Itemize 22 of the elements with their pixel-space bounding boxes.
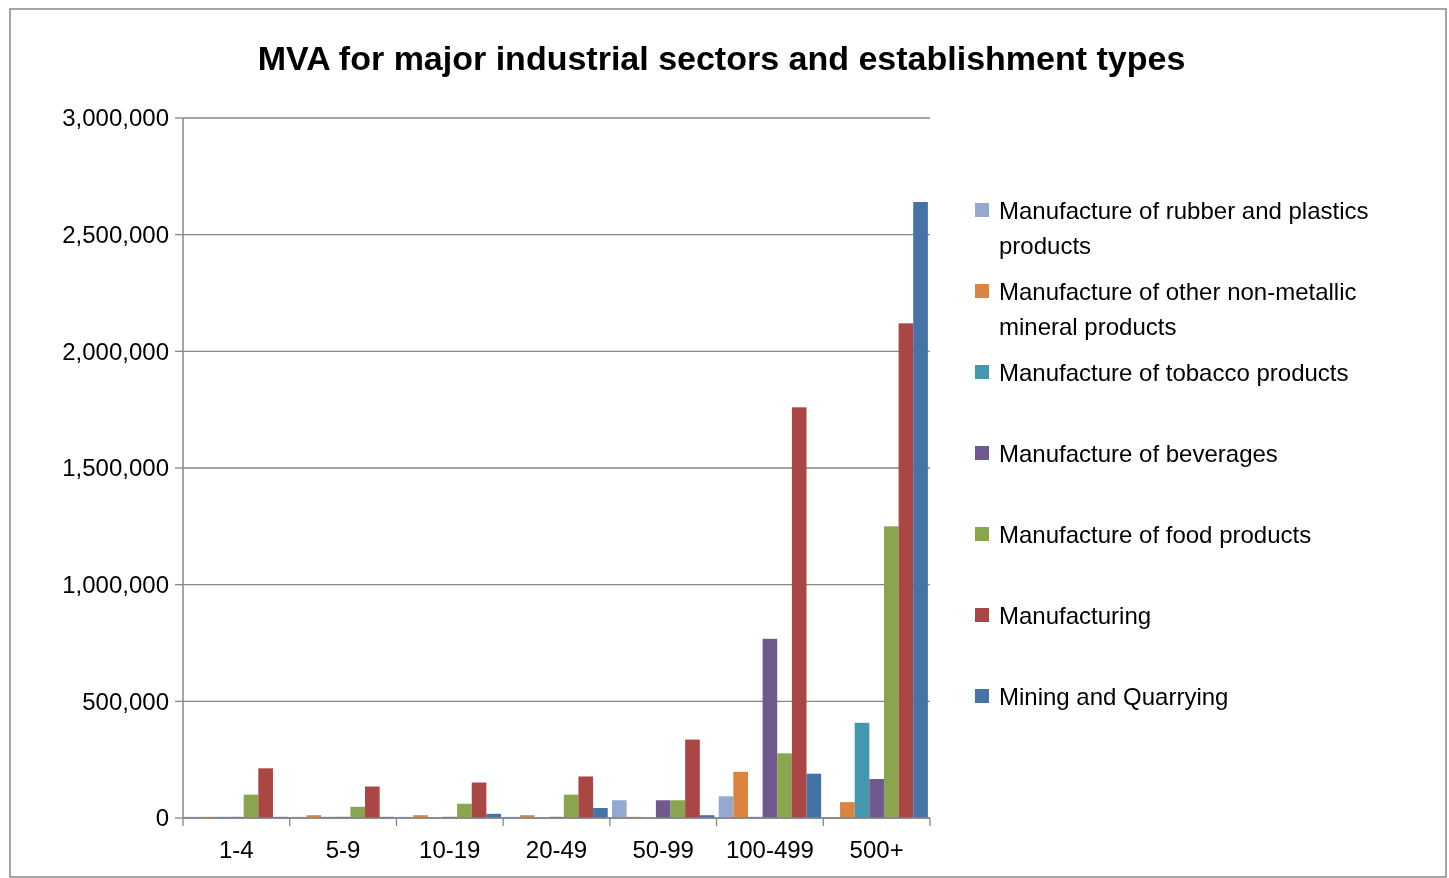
y-tick-label: 2,000,000 — [62, 337, 169, 365]
chart-title: MVA for major industrial sectors and establishment types — [257, 39, 1186, 77]
legend-label: Manufacture of tobacco products — [999, 359, 1349, 386]
x-tick-label: 5-9 — [325, 836, 361, 863]
y-tick-label: 1,000,000 — [62, 571, 169, 599]
y-tick-label: 2,500,000 — [62, 221, 169, 249]
legend-label: Manufacture of rubber and plastics products — [999, 197, 1369, 259]
x-tick-label: 20-49 — [525, 836, 588, 863]
y-tick-label: 3,000,000 — [62, 104, 169, 132]
x-tick-label: 1-4 — [219, 836, 254, 863]
x-tick-label: 500+ — [849, 836, 904, 863]
legend-label: Manufacturing — [999, 602, 1152, 629]
x-tick-label: 50-99 — [632, 836, 694, 863]
y-tick-label: 500,000 — [82, 687, 169, 715]
y-tick-label: 0 — [155, 804, 169, 832]
x-tick-label: 10-19 — [419, 836, 481, 863]
x-tick-label: 100-499 — [725, 836, 814, 863]
legend-label: Manufacture of beverages — [999, 440, 1278, 467]
legend-label: Manufacture of other non-metallic mineral products — [999, 278, 1357, 340]
legend-label: Mining and Quarrying — [999, 683, 1229, 710]
y-tick-label: 1,500,000 — [62, 454, 169, 482]
legend-label: Manufacture of food products — [999, 521, 1312, 548]
